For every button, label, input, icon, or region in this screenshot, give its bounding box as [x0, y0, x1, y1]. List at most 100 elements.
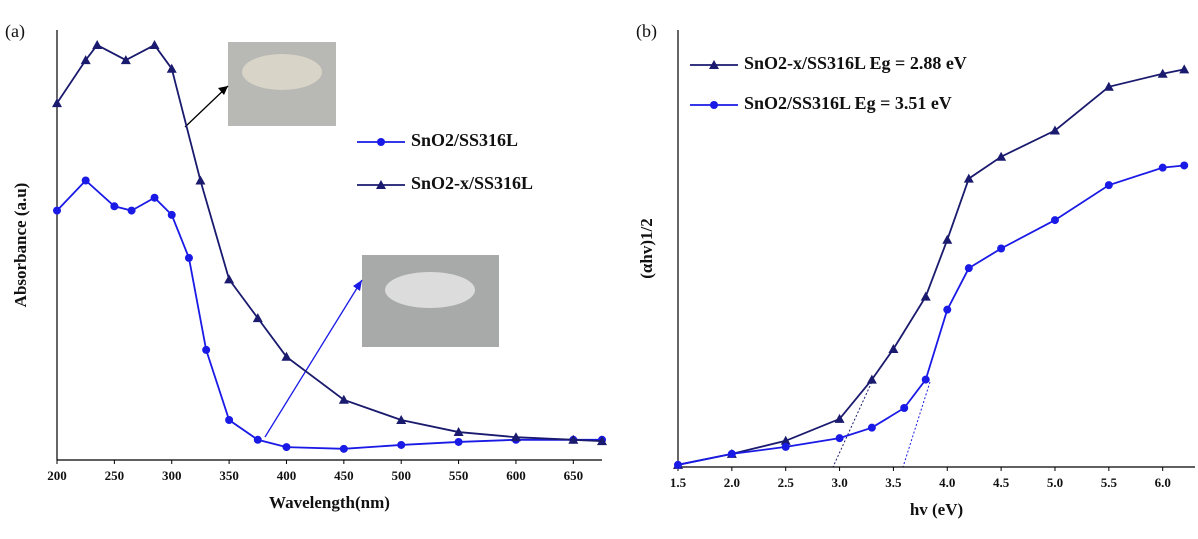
circle-marker [150, 193, 159, 202]
legend-label: SnO2/SS316L Eg = 3.51 eV [744, 93, 952, 113]
triangle-marker [963, 173, 974, 183]
circle-marker [867, 423, 876, 432]
triangle-marker [396, 415, 407, 425]
circle-marker [1104, 181, 1113, 190]
circle-marker [127, 206, 136, 215]
triangle-marker [568, 434, 579, 444]
x-tick-label: 5.0 [1047, 475, 1063, 490]
x-tick-label: 5.5 [1101, 475, 1118, 490]
x-tick-label: 600 [506, 468, 526, 483]
triangle-marker [942, 234, 953, 244]
triangle-marker [510, 432, 521, 442]
circle-marker [727, 449, 736, 458]
triangle-marker [80, 55, 91, 65]
circle-marker [253, 435, 262, 444]
legend-marker [377, 138, 385, 146]
arrow [184, 85, 229, 128]
legend-label: SnO2-x/SS316L Eg = 2.88 eV [744, 53, 967, 73]
circle-marker [674, 460, 682, 469]
legend-label: SnO2-x/SS316L [411, 173, 533, 193]
circle-marker [921, 375, 930, 384]
legend-marker [709, 60, 719, 69]
circle-marker [339, 444, 348, 453]
triangle-marker [1103, 81, 1114, 91]
triangle-marker [92, 40, 103, 50]
sample-powder [385, 272, 475, 308]
triangle-marker [195, 175, 206, 185]
arrow-head [353, 280, 362, 291]
data-line [677, 164, 1185, 466]
triangle-marker [888, 344, 899, 354]
x-tick-label: 550 [449, 468, 469, 483]
triangle-marker [1179, 64, 1190, 74]
circle-marker [202, 345, 211, 354]
data-line [56, 179, 602, 450]
circle-marker [1180, 161, 1189, 170]
x-tick-label: 300 [162, 468, 182, 483]
x-tick-label: 1.5 [670, 475, 687, 490]
x-tick-label: 650 [564, 468, 584, 483]
legend-label: SnO2/SS316L [411, 130, 518, 150]
panel-label: (b) [636, 21, 657, 42]
legend-marker [710, 101, 718, 109]
legend-marker [376, 180, 386, 189]
triangle-marker [996, 151, 1007, 161]
sample-powder [242, 54, 322, 90]
tangent [832, 374, 876, 468]
triangle-marker [281, 351, 292, 361]
triangle-marker [866, 374, 877, 384]
circle-marker [167, 210, 176, 219]
x-axis-label: hv (eV) [910, 500, 963, 519]
circle-marker [1050, 216, 1059, 225]
arrow-head [218, 86, 228, 95]
triangle-marker [252, 313, 263, 323]
triangle-marker [120, 55, 131, 65]
data-line [56, 43, 603, 442]
triangle-marker [224, 274, 235, 284]
circle-marker [81, 176, 90, 185]
circle-marker [835, 434, 844, 443]
triangle-marker [453, 427, 464, 437]
x-axis-label: Wavelength(nm) [269, 493, 390, 512]
triangle-marker [338, 394, 349, 404]
circle-marker [900, 404, 909, 413]
triangle-marker [780, 435, 791, 445]
y-axis-label: (αhv)1/2 [637, 218, 656, 279]
circle-marker [282, 443, 291, 452]
tangent [902, 381, 931, 468]
circle-marker [943, 305, 952, 314]
triangle-marker [834, 413, 845, 423]
x-tick-label: 350 [219, 468, 239, 483]
x-tick-label: 3.0 [831, 475, 847, 490]
circle-marker [53, 206, 61, 215]
circle-marker [964, 264, 973, 273]
triangle-marker [1049, 125, 1060, 135]
triangle-marker [1157, 68, 1168, 78]
x-tick-label: 6.0 [1155, 475, 1171, 490]
circle-marker [781, 442, 790, 451]
x-tick-label: 3.5 [885, 475, 902, 490]
x-tick-label: 200 [47, 468, 67, 483]
panel-label: (a) [5, 21, 25, 42]
arrow [264, 279, 363, 438]
triangle-marker [52, 98, 62, 108]
x-tick-label: 450 [334, 468, 354, 483]
circle-marker [110, 202, 119, 211]
x-tick-label: 4.5 [993, 475, 1010, 490]
triangle-marker [920, 291, 931, 301]
circle-marker [1158, 163, 1167, 172]
data-line [677, 68, 1185, 466]
x-tick-label: 4.0 [939, 475, 955, 490]
x-tick-label: 400 [277, 468, 297, 483]
triangle-marker [597, 436, 607, 446]
circle-marker [997, 244, 1006, 253]
y-axis-label: Absorbance (a.u) [11, 183, 30, 308]
circle-marker [225, 416, 234, 425]
circle-marker [397, 440, 406, 449]
triangle-marker [149, 40, 160, 50]
circle-marker [454, 437, 463, 446]
triangle-marker [166, 63, 177, 73]
x-tick-label: 250 [105, 468, 125, 483]
x-tick-label: 2.5 [778, 475, 795, 490]
